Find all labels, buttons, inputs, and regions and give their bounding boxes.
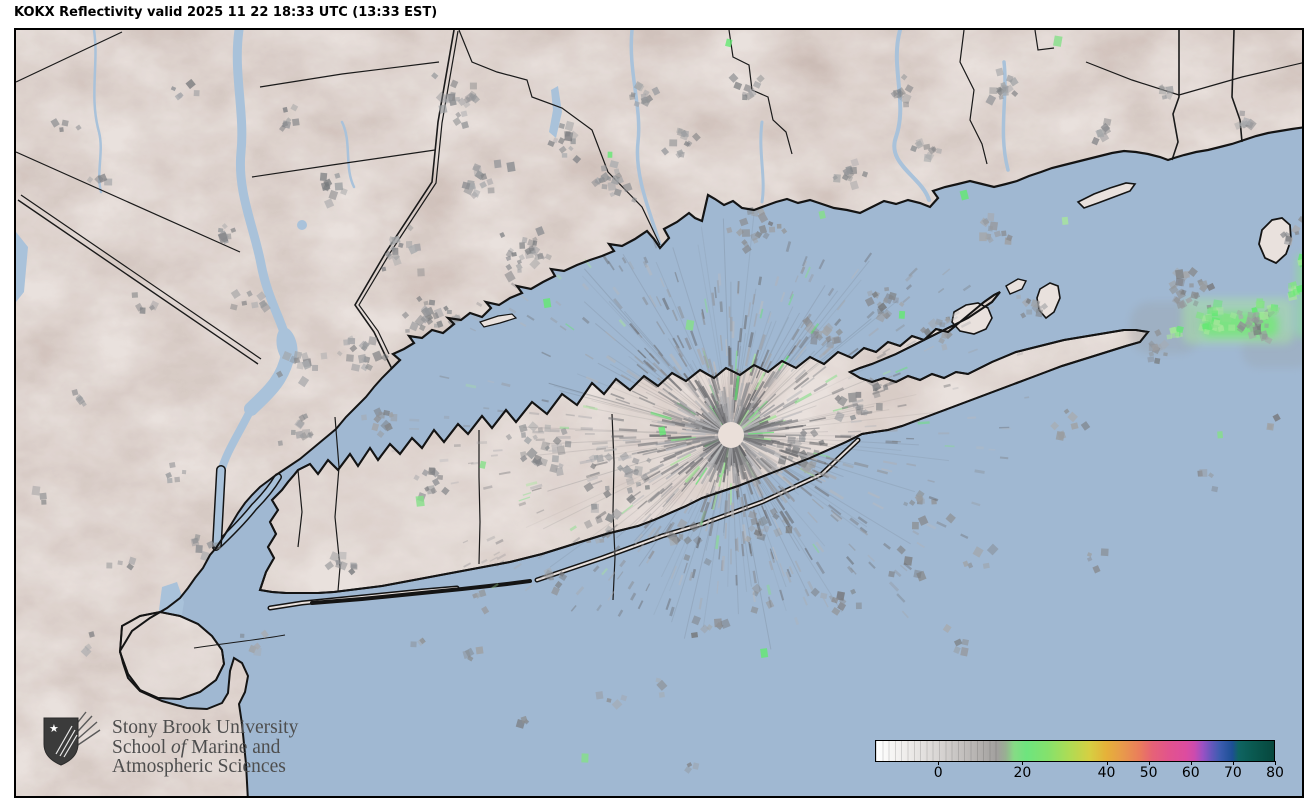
colorbar-ticks: 0 20 40 50 60 70 80 bbox=[875, 761, 1284, 783]
colorbar-tick bbox=[1148, 761, 1150, 765]
colorbar-bin-stripes bbox=[876, 741, 998, 761]
radar-map: ★ Stony Brook University School of Marin… bbox=[14, 28, 1304, 798]
fishers-island bbox=[1076, 182, 1137, 209]
colorbar-tick-label: 80 bbox=[1266, 765, 1284, 781]
colorbar-gradient bbox=[876, 741, 1274, 761]
colorbar-tick bbox=[1190, 761, 1192, 765]
colorbar-tick-label: 0 bbox=[933, 765, 943, 781]
norwalk-islands bbox=[478, 313, 518, 328]
colorbar-tick-label: 50 bbox=[1139, 765, 1158, 781]
colorbar-tick-label: 20 bbox=[1013, 765, 1032, 781]
radar-site-marker bbox=[718, 422, 744, 448]
colorbar-tick-label: 40 bbox=[1097, 765, 1116, 781]
colorbar-tick bbox=[1232, 761, 1234, 765]
map-canvas bbox=[16, 30, 1302, 796]
radar-title: KOKX Reflectivity valid 2025 11 22 18:33… bbox=[14, 5, 438, 20]
colorbar-tick bbox=[1022, 761, 1024, 765]
plum-island bbox=[1005, 278, 1028, 295]
island-layer bbox=[119, 182, 1292, 700]
block-island bbox=[1258, 217, 1292, 265]
colorbar-tick bbox=[1106, 761, 1108, 765]
east-river bbox=[212, 465, 282, 551]
colorbar-tick bbox=[938, 761, 940, 765]
colorbar-tick-label: 60 bbox=[1181, 765, 1200, 781]
reflectivity-colorbar bbox=[875, 740, 1275, 762]
rivers bbox=[92, 30, 1010, 247]
colorbar-tick-label: 70 bbox=[1223, 765, 1242, 781]
colorbar-tick bbox=[1275, 761, 1276, 765]
